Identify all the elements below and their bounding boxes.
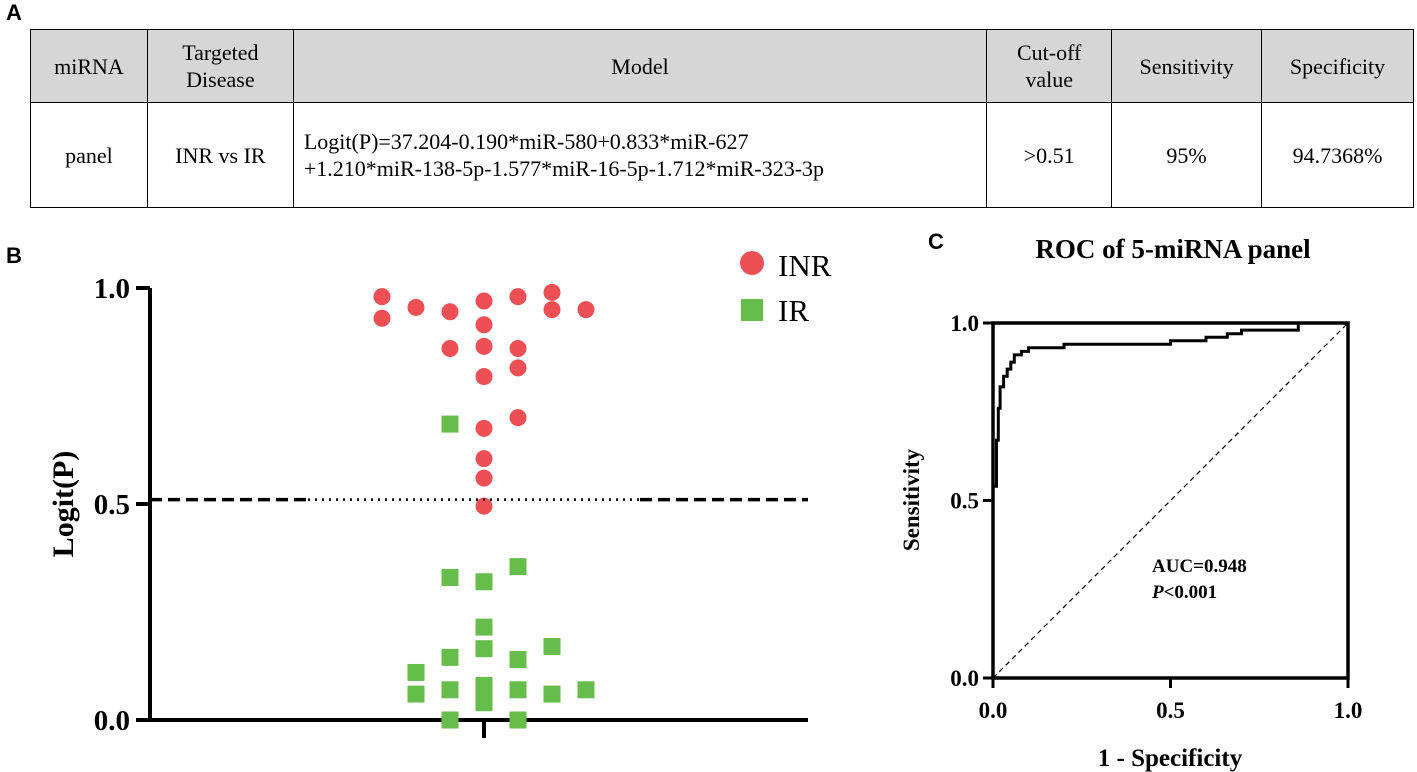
inr-point [441, 303, 459, 321]
inr-point [475, 292, 493, 310]
header-cutoff: Cut-off value [986, 29, 1113, 103]
logit-scatter-chart: 0.0 0.5 1.0 Logit(P) INR IR [47, 248, 832, 738]
header-targeted-disease: Targeted Disease [146, 29, 294, 103]
table-header-row: miRNA Targeted Disease Model Cut-off value… [30, 29, 1414, 103]
panel-a-label: A [6, 0, 22, 25]
panel-c-label: C [928, 229, 944, 254]
inr-point [543, 283, 561, 301]
y-axis-label: Logit(P) [47, 451, 80, 558]
ir-point [475, 694, 493, 712]
ir-point [543, 685, 561, 703]
cell-specificity: 94.7368% [1261, 102, 1414, 208]
inr-point [475, 469, 493, 487]
header-mirna: miRNA [30, 29, 148, 103]
panel-b-label: B [6, 243, 22, 268]
inr-point [475, 368, 493, 386]
y-tick-label: 0.0 [950, 666, 979, 691]
table-row: panel INR vs IR Logit(P)=37.204-0.190*mi… [30, 102, 1414, 208]
mirna-model-table: miRNA Targeted Disease Model Cut-off value… [30, 29, 1414, 208]
ir-point [577, 681, 595, 699]
inr-point [475, 316, 493, 334]
x-tick-label: 0.0 [979, 698, 1008, 723]
ir-point [509, 681, 527, 699]
ir-point [407, 685, 425, 703]
ir-point [475, 640, 493, 658]
inr-point [543, 301, 561, 319]
roc-curve [991, 321, 1348, 678]
reference-diagonal [992, 322, 1349, 679]
ir-point [407, 663, 425, 681]
inr-point [407, 298, 425, 316]
ir-point [509, 711, 527, 729]
y-tick-label: 1.0 [950, 311, 979, 336]
header-specificity: Specificity [1261, 29, 1414, 103]
legend-inr-marker [740, 251, 764, 275]
inr-point [475, 337, 493, 355]
cell-disease: INR vs IR [146, 102, 294, 208]
header-model: Model [292, 29, 988, 103]
y-tick-label: 0.0 [94, 705, 130, 737]
p-annotation: P<0.001 [1151, 582, 1217, 603]
ir-point [441, 568, 459, 586]
inr-point [441, 339, 459, 357]
ir-point [509, 651, 527, 669]
legend-inr-label: INR [778, 248, 832, 283]
cell-mirna: panel [30, 102, 148, 208]
inr-point [509, 409, 527, 427]
inr-point [475, 419, 493, 437]
cell-sensitivity: 95% [1111, 102, 1263, 208]
inr-point [373, 288, 391, 306]
x-tick-label: 1.0 [1334, 698, 1363, 723]
header-sensitivity: Sensitivity [1111, 29, 1263, 103]
inr-point [509, 359, 527, 377]
x-axis-label: 1 - Specificity [1098, 745, 1243, 772]
cell-cutoff: >0.51 [986, 102, 1113, 208]
ir-point [441, 648, 459, 666]
legend-ir-label: IR [778, 293, 809, 328]
x-tick-label: 0.5 [1156, 698, 1185, 723]
auc-annotation: AUC=0.948 [1152, 556, 1247, 577]
roc-title: ROC of 5-miRNA panel [1035, 234, 1311, 264]
y-tick-label: 0.5 [950, 489, 979, 514]
ir-point [441, 711, 459, 729]
inr-point [509, 288, 527, 306]
legend-ir-marker [741, 299, 763, 321]
ir-point [475, 618, 493, 636]
legend: INR IR [740, 248, 832, 328]
y-tick-label: 1.0 [94, 273, 130, 305]
inr-point [509, 339, 527, 357]
inr-point [475, 450, 493, 468]
inr-point [577, 301, 595, 319]
ir-point [543, 638, 561, 656]
inr-point [475, 497, 493, 515]
cell-model: Logit(P)=37.204-0.190*miR-580+0.833*miR-… [292, 102, 988, 208]
ir-point [441, 415, 459, 433]
y-axis-label-roc: Sensitivity [899, 448, 924, 551]
ir-point [441, 681, 459, 699]
ir-point [509, 558, 527, 576]
y-tick-label: 0.5 [94, 489, 130, 521]
ir-point [475, 573, 493, 591]
inr-point [373, 309, 391, 327]
